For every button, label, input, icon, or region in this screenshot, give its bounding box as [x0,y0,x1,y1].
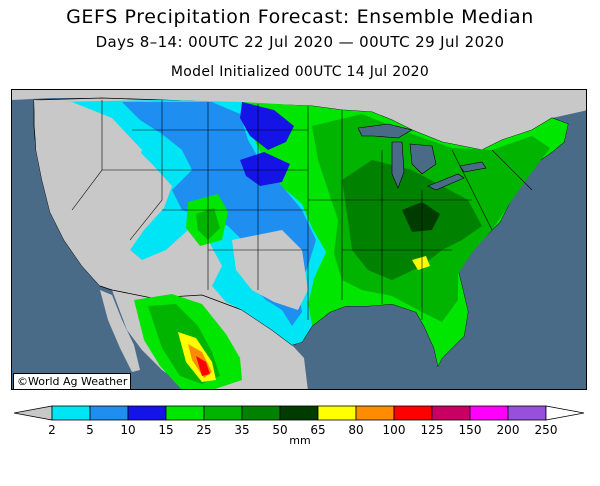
lake-ontario [459,161,487,173]
southeast-yellow-spot [412,256,430,270]
legend-tick-label: 80 [348,423,363,437]
legend-color-box [431,405,471,421]
legend-color-box [355,405,395,421]
legend-tick-label: 100 [383,423,406,437]
map-canvas [12,90,586,389]
legend-color-box [469,405,509,421]
legend-under-triangle [13,405,53,421]
legend-color-box [507,405,547,421]
lake-erie [427,173,465,191]
forecast-period: Days 8–14: 00UTC 22 Jul 2020 — 00UTC 29 … [95,33,505,51]
legend-tick-label: 25 [196,423,211,437]
legend-color-box [279,405,319,421]
green-50-65-region [402,202,440,232]
canada-land [12,90,586,150]
mexico-monsoon-red [196,356,210,376]
legend-color-box [203,405,243,421]
legend-tick-label: 5 [86,423,94,437]
legend-color-box [241,405,281,421]
blue-10-15-nebraska [240,152,290,186]
lake-superior [357,123,413,139]
dry-west [34,100,142,286]
precipitation-map [11,89,587,390]
legend-color-box [89,405,129,421]
legend-unit: mm [289,434,311,447]
legend-tick-label: 2 [48,423,56,437]
legend-tick-label: 10 [120,423,135,437]
lake-michigan [391,141,405,189]
legend-tick-label: 200 [497,423,520,437]
model-init-time: Model Initialized 00UTC 14 Jul 2020 [170,64,430,80]
legend-over-triangle [545,405,585,421]
legend-color-box [165,405,205,421]
state-borders [71,100,533,320]
map-title: GEFS Precipitation Forecast: Ensemble Me… [66,6,534,28]
blue-10-15-region [240,102,294,150]
legend-color-box [317,405,357,421]
legend-tick-label: 65 [310,423,325,437]
precipitation-legend: 2 5 10 15 25 35 50 65 80 100 125 150 200 250 [13,405,585,437]
legend-color-box [393,405,433,421]
lake-huron [409,143,437,175]
legend-tick-label: 15 [158,423,173,437]
legend-tick-label: 150 [459,423,482,437]
legend-color-box [51,405,91,421]
legend-color-box [127,405,167,421]
legend-tick-label: 125 [421,423,444,437]
map-credit: ©World Ag Weather [13,373,132,390]
legend-tick-label: 35 [234,423,249,437]
legend-tick-label: 50 [272,423,287,437]
baja-land [100,290,140,372]
legend-tick-label: 250 [535,423,558,437]
